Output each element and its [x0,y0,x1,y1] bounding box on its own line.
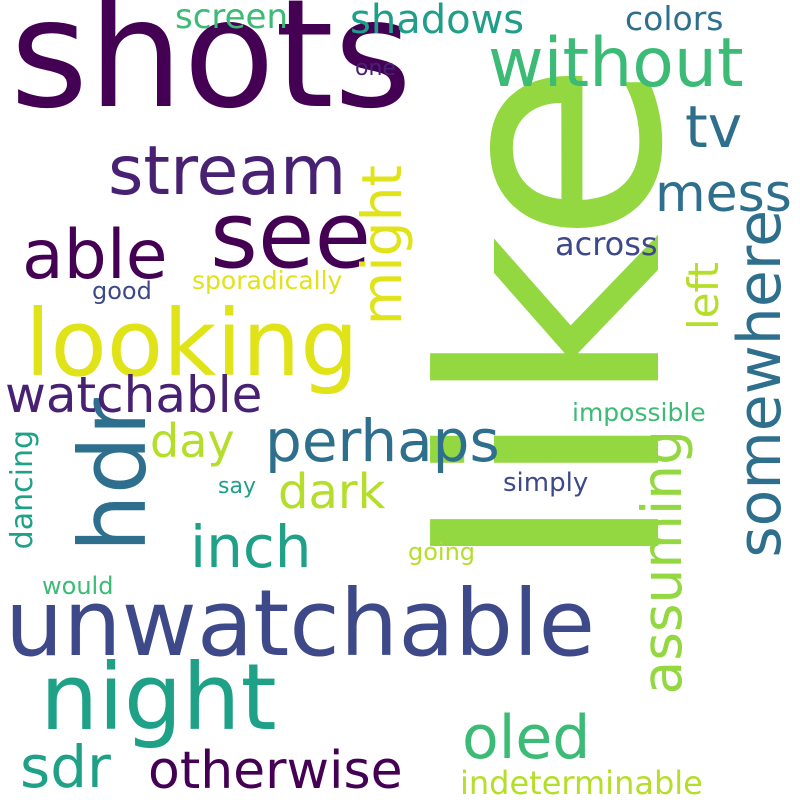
word-watchable: watchable [5,366,263,424]
word-see: see [210,182,372,289]
word-dark: dark [278,464,386,520]
word-simply: simply [503,468,589,498]
word-without: without [488,24,744,103]
word-impossible: impossible [572,398,706,427]
word-perhaps: perhaps [265,407,500,475]
word-able: able [22,216,168,295]
word-shadows: shadows [350,0,525,43]
word-sporadically: sporadically [192,266,343,295]
word-good: good [92,277,152,305]
word-night: night [40,644,277,751]
word-would: would [42,572,114,600]
word-sdr: sdr [20,733,111,800]
word-otherwise: otherwise [148,741,403,800]
word-screen: screen [175,0,289,37]
word-say: say [218,474,256,499]
word-stream: stream [108,132,347,211]
word-unwatchable: unwatchable [5,570,596,677]
word-inch: inch [190,513,312,581]
word-day: day [150,414,235,468]
word-might: might [350,165,414,326]
word-tv: tv [685,93,743,161]
word-indeterminable: indeterminable [460,764,703,800]
word-oled: oled [462,703,591,773]
word-dancing: dancing [5,430,40,550]
word-somewhere: somewhere [725,210,795,558]
word-going: going [408,538,476,566]
word-left: left [679,262,728,331]
word-mess: mess [655,164,792,224]
word-colors: colors [625,0,724,38]
word-looking: looking [25,290,359,397]
word-across: across [555,225,658,263]
word-shots: shots [10,0,412,142]
word-assuming: assuming [630,430,694,695]
word-one: one [355,56,396,81]
